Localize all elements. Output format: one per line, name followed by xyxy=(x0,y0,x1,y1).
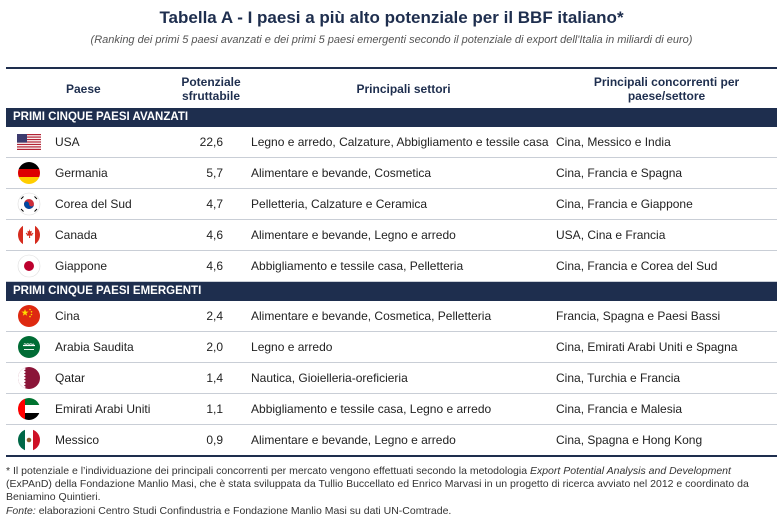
footnote: * Il potenziale e l’individuazione dei p… xyxy=(6,465,776,504)
germany-flag-icon xyxy=(6,157,51,189)
sectors-cell: Alimentare e bevande, Legno e arredo xyxy=(251,219,557,251)
competitors-cell: Cina, Francia e Corea del Sud xyxy=(556,250,778,282)
country-cell: Messico xyxy=(51,424,172,457)
competitors-cell: Francia, Spagna e Paesi Bassi xyxy=(556,301,778,332)
table-row: Canada 4,6 Alimentare e bevande, Legno e a… xyxy=(6,219,778,251)
section-header-row: PRIMI CINQUE PAESI EMERGENTI xyxy=(6,281,778,301)
table-row: USA 22,6 Legno e arredo, Calzature, Abbigl… xyxy=(6,127,778,158)
sectors-cell: Legno e arredo xyxy=(251,331,557,363)
source-note: Fonte: elaborazioni Centro Studi Confind… xyxy=(6,505,776,518)
potential-cell: 4,7 xyxy=(171,188,252,220)
table-notes: * Il potenziale e l’individuazione dei p… xyxy=(6,465,776,518)
china-flag-icon xyxy=(6,301,51,332)
table-title: Tabella A - I paesi a più alto potenzial… xyxy=(159,8,624,27)
source-text: elaborazioni Centro Studi Confindustria … xyxy=(35,505,452,517)
country-cell: USA xyxy=(51,127,172,158)
sectors-cell: Pelletteria, Calzature e Ceramica xyxy=(251,188,557,220)
sectors-cell: Legno e arredo, Calzature, Abbigliamento… xyxy=(251,127,557,158)
section-label: PRIMI CINQUE PAESI AVANZATI xyxy=(6,108,778,127)
header-competitors: Principali concorrenti per paese/settore xyxy=(556,67,778,108)
competitors-cell: Cina, Francia e Spagna xyxy=(556,157,778,189)
potential-cell: 5,7 xyxy=(171,157,252,189)
header-sectors: Principali settori xyxy=(251,67,557,108)
table-row: Corea del Sud 4,7 Pelletteria, Calzature e… xyxy=(6,188,778,220)
potential-cell: 2,4 xyxy=(171,301,252,332)
potential-cell: 2,0 xyxy=(171,331,252,363)
table-row: Messico 0,9 Alimentare e bevande, Legno e … xyxy=(6,424,778,457)
japan-flag-icon xyxy=(6,250,51,282)
potential-cell: 1,1 xyxy=(171,393,252,425)
country-cell: Canada xyxy=(51,219,172,251)
header-potential: Potenziale sfruttabile xyxy=(171,67,252,108)
table-header-row: Paese Potenziale sfruttabile Principali … xyxy=(6,67,778,108)
sectors-cell: Abbigliamento e tessile casa, Pelletteri… xyxy=(251,250,557,282)
competitors-cell: Cina, Francia e Giappone xyxy=(556,188,778,220)
usa-flag-icon xyxy=(6,127,51,158)
sectors-cell: Alimentare e bevande, Cosmetica xyxy=(251,157,557,189)
potential-cell: 4,6 xyxy=(171,219,252,251)
sectors-cell: Nautica, Gioielleria-oreficieria xyxy=(251,362,557,394)
mexico-flag-icon xyxy=(6,424,51,457)
section-header-row: PRIMI CINQUE PAESI AVANZATI xyxy=(6,108,778,127)
country-cell: Germania xyxy=(51,157,172,189)
competitors-cell: Cina, Emirati Arabi Uniti e Spagna xyxy=(556,331,778,363)
competitors-cell: Cina, Francia e Malesia xyxy=(556,393,778,425)
potential-cell: 1,4 xyxy=(171,362,252,394)
competitors-cell: USA, Cina e Francia xyxy=(556,219,778,251)
country-cell: Qatar xyxy=(51,362,172,394)
qatar-flag-icon xyxy=(6,362,51,394)
footnote-method-name: Export Potential Analysis and Developmen… xyxy=(529,465,731,477)
section-label: PRIMI CINQUE PAESI EMERGENTI xyxy=(6,281,778,301)
country-cell: Arabia Saudita xyxy=(51,331,172,363)
sectors-cell: Alimentare e bevande, Legno e arredo xyxy=(251,424,557,457)
sectors-cell: Alimentare e bevande, Cosmetica, Pellett… xyxy=(251,301,557,332)
potential-cell: 22,6 xyxy=(171,127,252,158)
table-row: Germania 5,7 Alimentare e bevande, Cosmeti… xyxy=(6,157,778,189)
header-country: Paese xyxy=(6,67,172,108)
canada-flag-icon xyxy=(6,219,51,251)
table-row: Qatar 1,4 Nautica, Gioielleria-oreficieria… xyxy=(6,362,778,394)
potential-cell: 0,9 xyxy=(171,424,252,457)
table-subtitle: (Ranking dei primi 5 paesi avanzati e de… xyxy=(90,34,693,46)
table-row: Emirati Arabi Uniti 1,1 Abbigliamento e te… xyxy=(6,393,778,425)
table-row: Giappone 4,6 Abbigliamento e tessile casa,… xyxy=(6,250,778,282)
country-table: Paese Potenziale sfruttabile Principali … xyxy=(6,67,778,457)
potential-cell: 4,6 xyxy=(171,250,252,282)
competitors-cell: Cina, Turchia e Francia xyxy=(556,362,778,394)
country-cell: Corea del Sud xyxy=(51,188,172,220)
table-row: Arabia Saudita 2,0 Legno e arredo Cina, Emi… xyxy=(6,331,778,363)
competitors-cell: Cina, Spagna e Hong Kong xyxy=(556,424,778,457)
sectors-cell: Abbigliamento e tessile casa, Legno e ar… xyxy=(251,393,557,425)
competitors-cell: Cina, Messico e India xyxy=(556,127,778,158)
table-row: Cina 2,4 Alimentare e bevande, Cosmetica, … xyxy=(6,301,778,332)
footnote-text-rest: (ExPAnD) della Fondazione Manlio Masi, c… xyxy=(6,478,749,503)
country-cell: Cina xyxy=(51,301,172,332)
country-cell: Emirati Arabi Uniti xyxy=(51,393,172,425)
saudi-arabia-flag-icon xyxy=(6,331,51,363)
footnote-text: * Il potenziale e l’individuazione dei p… xyxy=(6,465,530,477)
country-cell: Giappone xyxy=(51,250,172,282)
source-label: Fonte: xyxy=(6,505,36,517)
south-korea-flag-icon xyxy=(6,188,51,220)
uae-flag-icon xyxy=(6,393,51,425)
